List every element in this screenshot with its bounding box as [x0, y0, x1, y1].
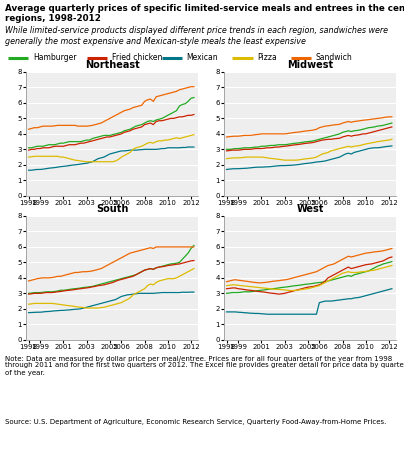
Text: Note: Data are measured by dollar price per meal/entree. Prices are for all four: Note: Data are measured by dollar price …: [5, 356, 404, 375]
Text: Pizza: Pizza: [257, 53, 277, 62]
Text: Hamburger: Hamburger: [33, 53, 77, 62]
Text: Sandwich: Sandwich: [316, 53, 353, 62]
Text: Source: U.S. Department of Agriculture, Economic Research Service, Quarterly Foo: Source: U.S. Department of Agriculture, …: [5, 419, 386, 425]
Text: While limited-service products displayed different price trends in each region, : While limited-service products displayed…: [5, 26, 388, 45]
Text: Mexican: Mexican: [187, 53, 218, 62]
Title: West: West: [297, 204, 324, 214]
Title: South: South: [96, 204, 128, 214]
Text: Fried chicken: Fried chicken: [112, 53, 162, 62]
Title: Midwest: Midwest: [287, 60, 333, 70]
Text: Average quarterly prices of specific limited-service meals and entrees in the ce: Average quarterly prices of specific lim…: [5, 4, 404, 23]
Title: Northeast: Northeast: [85, 60, 139, 70]
